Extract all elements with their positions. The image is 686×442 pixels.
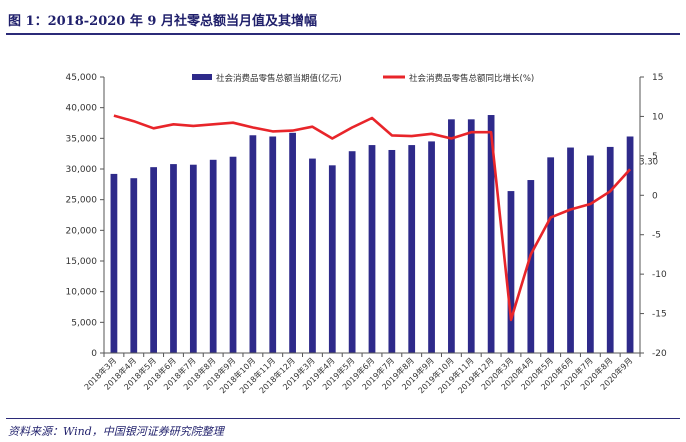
legend-swatch-bar — [192, 74, 212, 80]
left-tick-label: 20,000 — [66, 226, 98, 236]
bar — [368, 145, 376, 353]
left-tick-label: 30,000 — [66, 165, 98, 175]
bar — [150, 167, 158, 353]
left-tick-label: 45,000 — [66, 73, 98, 83]
footer-divider — [6, 418, 680, 419]
bar — [110, 173, 118, 353]
bar — [626, 136, 634, 353]
left-y-axis: 0 5,000 10,000 15,000 20,000 25,000 30,000 35,0… — [66, 73, 105, 359]
title-divider — [6, 33, 680, 35]
bar — [348, 151, 356, 353]
bar — [467, 119, 475, 353]
right-tick-label: 10 — [652, 112, 664, 122]
growth-line — [113, 114, 632, 322]
source-note: 资料来源：Wind，中国银河证券研究院整理 — [8, 425, 224, 438]
bar — [249, 135, 257, 353]
bar — [388, 149, 396, 353]
left-tick-label: 10,000 — [66, 288, 98, 298]
left-tick-label: 40,000 — [66, 104, 98, 114]
bar — [487, 115, 495, 353]
data-label: 3.30 — [639, 157, 658, 167]
right-tick-label: -15 — [652, 310, 667, 320]
x-axis: 2018年3月2018年4月2018年5月2018年6月2018年7月2018年… — [82, 352, 641, 395]
left-tick-label: 35,000 — [66, 134, 98, 144]
bar — [606, 146, 614, 353]
bar — [448, 119, 455, 353]
bar — [189, 164, 197, 353]
left-tick-label: 15,000 — [66, 257, 98, 267]
bar — [567, 147, 574, 353]
bar — [428, 141, 435, 353]
bar — [269, 136, 277, 353]
bar — [527, 180, 535, 353]
left-tick-label: 0 — [91, 349, 97, 359]
right-tick-label: 0 — [652, 191, 658, 201]
bar-series — [110, 115, 634, 353]
bar — [229, 156, 237, 353]
bar — [170, 164, 177, 353]
left-tick-label: 25,000 — [66, 196, 98, 206]
annotations: 3.30 — [639, 157, 658, 167]
bar — [507, 191, 515, 353]
bar — [289, 132, 296, 353]
chart-legend: 社会消费品零售总额当期值(亿元) 社会消费品零售总额同比增长(%) — [192, 73, 534, 84]
legend-label-line: 社会消费品零售总额同比增长(%) — [409, 73, 534, 84]
bar — [130, 178, 138, 353]
bar — [209, 159, 217, 353]
right-tick-label: 5 — [652, 152, 658, 162]
bar — [547, 157, 555, 353]
left-tick-label: 5,000 — [71, 318, 97, 328]
bar — [586, 155, 594, 353]
legend-label-bar: 社会消费品零售总额当期值(亿元) — [216, 73, 342, 84]
right-tick-label: 15 — [652, 73, 663, 83]
right-y-axis: -20 -15 -10 -5 0 5 10 15 — [639, 73, 667, 359]
bar — [408, 145, 416, 353]
bar — [328, 165, 336, 353]
bar — [309, 158, 316, 353]
right-tick-label: -5 — [652, 231, 661, 241]
right-tick-label: -10 — [652, 270, 667, 280]
figure-title: 图 1：2018-2020 年 9 月社零总额当月值及其增幅 — [8, 14, 317, 29]
right-tick-label: -20 — [652, 349, 667, 359]
growth-line-series — [113, 114, 632, 322]
